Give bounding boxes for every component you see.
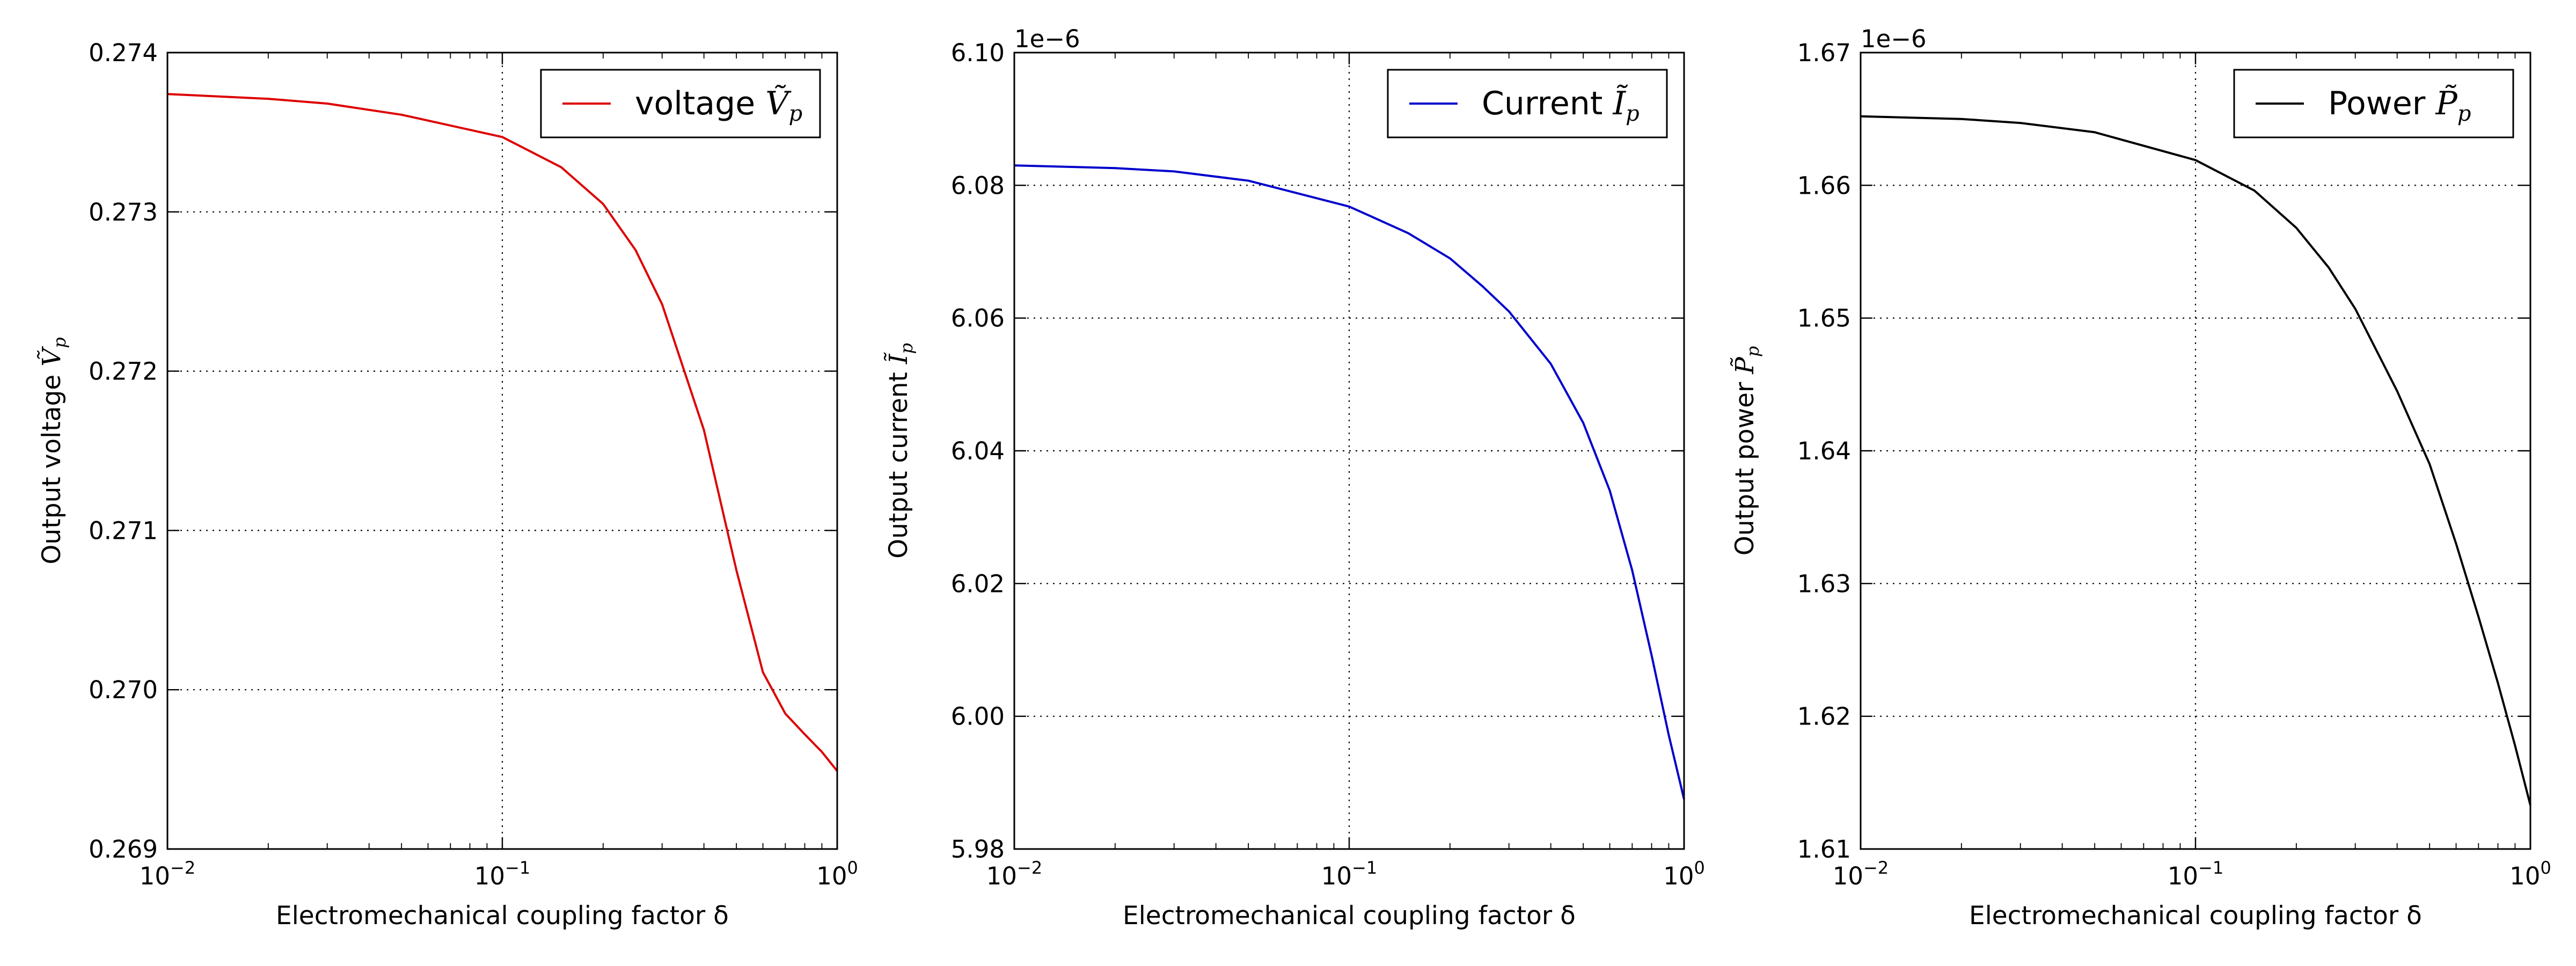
legend: voltage Ṽp <box>540 69 821 138</box>
legend: Power P̃p <box>2233 69 2514 138</box>
y-tick-label: 1.62 <box>1797 702 1851 731</box>
axes-frame <box>166 52 838 850</box>
x-tick-label: 10−2 <box>140 858 195 890</box>
x-tick-label: 100 <box>1663 858 1705 890</box>
y-axis-label: Output voltage Ṽp <box>37 337 70 564</box>
y-tick-label: 6.00 <box>951 702 1005 731</box>
series-line-1 <box>1860 115 2531 806</box>
chart-panel-2: 10−2 10−1 100 5.98 6.00 6.02 6.04 6.06 6.08 6.10 1… <box>884 25 1705 931</box>
x-tick-label: 10−2 <box>986 858 1042 890</box>
y-tick-label: 6.06 <box>951 304 1005 333</box>
y-tick-label: 1.67 <box>1797 39 1851 67</box>
axes-frame <box>1860 52 2531 850</box>
x-tick-label: 10−2 <box>1833 858 1889 890</box>
chart-panel-1: 10−2 10−1 100 0.269 0.270 0.271 0.272 0.273 0.27… <box>37 39 858 931</box>
y-axis-label: Output power P̃p <box>1730 346 1763 556</box>
y-tick-label: 0.269 <box>89 835 158 863</box>
y-offset-label: 1e−6 <box>1861 25 1927 53</box>
legend: Current Ĩp <box>1387 69 1668 138</box>
x-tick-label: 10−1 <box>474 858 530 890</box>
y-tick-label: 1.64 <box>1797 437 1851 465</box>
y-offset-label: 1e−6 <box>1014 25 1080 53</box>
legend-label: Power P̃p <box>2328 84 2471 126</box>
y-tick-label: 1.65 <box>1797 304 1851 333</box>
y-tick-label: 6.08 <box>951 171 1005 200</box>
y-tick-label: 5.98 <box>951 835 1005 863</box>
x-axis-label: Electromechanical coupling factor δ <box>276 901 729 931</box>
x-tick-label: 100 <box>816 858 858 890</box>
y-tick-label: 0.272 <box>89 357 158 386</box>
y-tick-label: 0.274 <box>89 39 158 67</box>
legend-label: Current Ĩp <box>1482 84 1640 126</box>
axes-frame <box>1013 52 1685 850</box>
y-tick-label: 1.63 <box>1797 569 1851 598</box>
x-axis-label: Electromechanical coupling factor δ <box>1123 901 1576 931</box>
y-axis-label: Output current Ĩp <box>884 343 917 559</box>
y-tick-label: 0.273 <box>89 198 158 226</box>
x-tick-label: 100 <box>2509 858 2551 890</box>
x-tick-label: 10−1 <box>1321 858 1377 890</box>
y-tick-label: 1.66 <box>1797 171 1851 200</box>
x-axis-label: Electromechanical coupling factor δ <box>1969 901 2422 931</box>
y-tick-label: 6.10 <box>951 39 1005 67</box>
series-line-1 <box>167 93 838 772</box>
series-line-1 <box>1014 164 1685 800</box>
legend-label: voltage Ṽp <box>635 84 802 126</box>
x-tick-label: 10−1 <box>2168 858 2223 890</box>
y-tick-label: 0.270 <box>89 676 158 704</box>
y-tick-label: 6.02 <box>951 569 1005 598</box>
y-tick-label: 0.271 <box>89 516 158 545</box>
y-tick-label: 1.61 <box>1797 835 1851 863</box>
y-tick-label: 6.04 <box>951 437 1005 465</box>
chart-panel-3: 10−2 10−1 100 1.61 1.62 1.63 1.64 1.65 1.66 1.67 1… <box>1730 25 2551 931</box>
